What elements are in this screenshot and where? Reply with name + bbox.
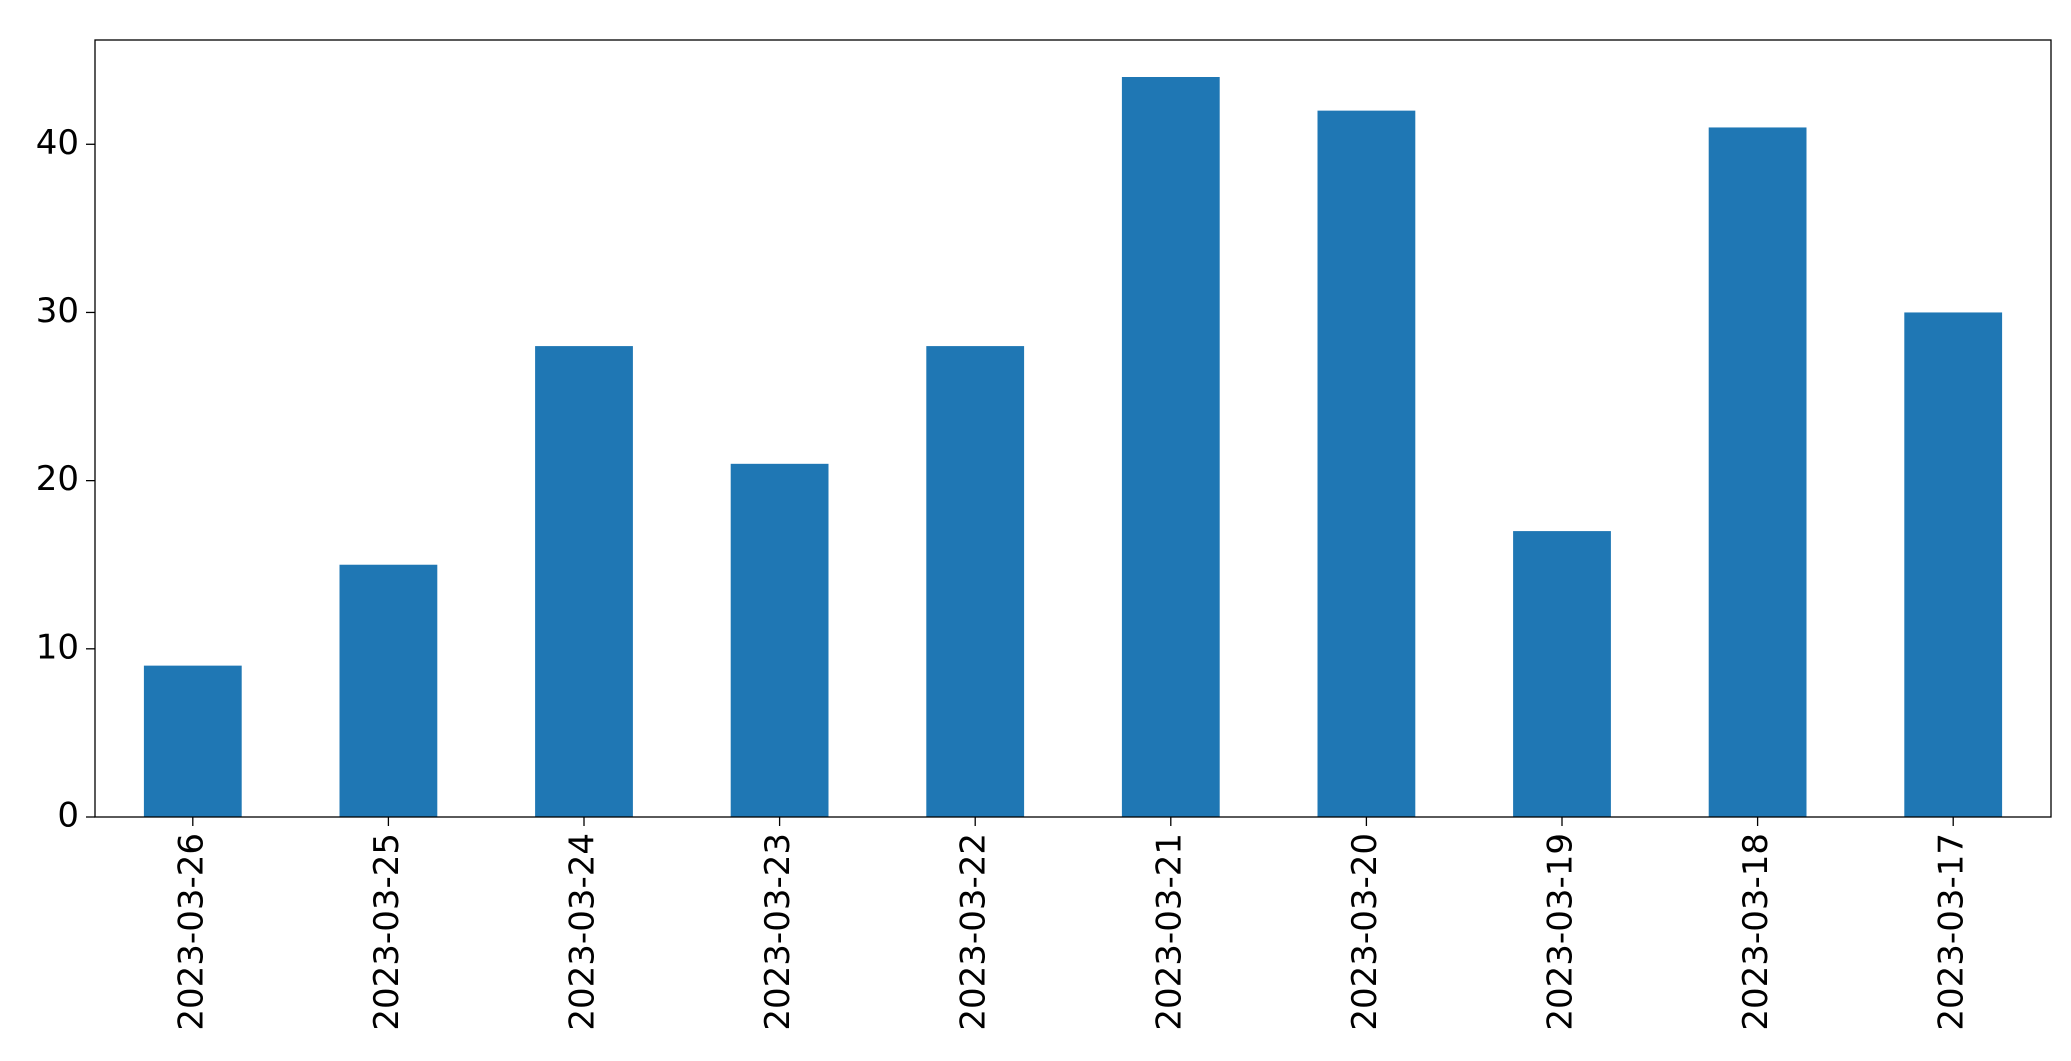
- bar: [339, 564, 438, 817]
- y-tick-label: 20: [36, 459, 79, 499]
- x-tick-label: 2023-03-19: [1541, 833, 1581, 1031]
- x-tick-label: 2023-03-24: [563, 833, 603, 1031]
- bar: [1317, 110, 1416, 818]
- x-tick-label: 2023-03-20: [1345, 833, 1385, 1031]
- y-tick-label: 0: [57, 796, 79, 836]
- x-tick-label: 2023-03-23: [758, 833, 798, 1031]
- x-tick-label: 2023-03-25: [367, 833, 407, 1031]
- x-tick-label: 2023-03-22: [954, 833, 994, 1031]
- bar: [926, 346, 1025, 817]
- bar: [143, 665, 242, 817]
- x-tick-label: 2023-03-26: [171, 833, 211, 1031]
- bar: [1904, 312, 2003, 817]
- bar: [1513, 531, 1611, 817]
- y-tick-label: 30: [36, 291, 79, 331]
- bar: [535, 346, 633, 817]
- bar: [1121, 77, 1220, 817]
- bar: [730, 463, 829, 817]
- plot-frame: [94, 39, 2052, 818]
- y-tick-label: 10: [36, 627, 79, 667]
- bar: [1708, 127, 1807, 818]
- y-tick-label: 40: [36, 123, 79, 163]
- x-tick-label: 2023-03-17: [1932, 833, 1972, 1031]
- x-tick-label: 2023-03-18: [1736, 833, 1776, 1031]
- x-tick-label: 2023-03-21: [1149, 833, 1189, 1031]
